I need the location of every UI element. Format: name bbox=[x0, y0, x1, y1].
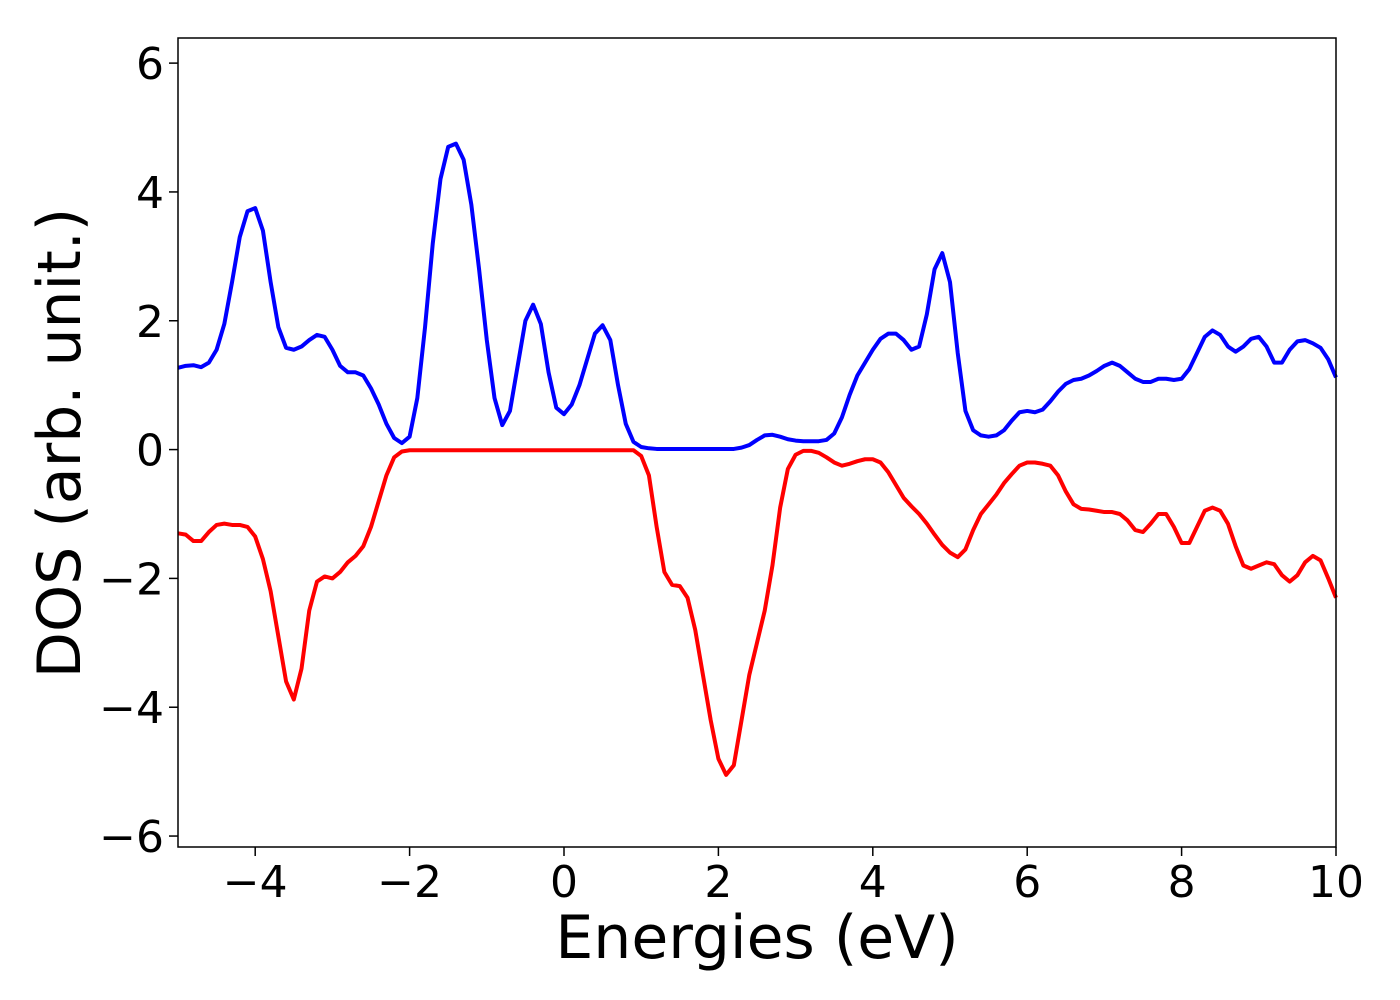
x-tick-label: −2 bbox=[377, 857, 442, 908]
y-tick-label: −4 bbox=[99, 683, 164, 734]
x-tick-label: 4 bbox=[859, 857, 887, 908]
series-line bbox=[177, 141, 1338, 451]
y-axis-label: DOS (arb. unit.) bbox=[25, 208, 95, 678]
y-tick-label: −2 bbox=[99, 554, 164, 605]
y-tick-label: 6 bbox=[136, 39, 164, 90]
y-tick-label: 2 bbox=[136, 297, 164, 348]
x-tick-label: 6 bbox=[1013, 857, 1041, 908]
x-tick-label: −4 bbox=[223, 857, 288, 908]
plot-frame bbox=[177, 37, 1337, 848]
y-tick-label: 0 bbox=[136, 426, 164, 477]
series-line bbox=[177, 448, 1338, 777]
y-tick-label: −6 bbox=[99, 812, 164, 863]
x-tick-label: 2 bbox=[704, 857, 732, 908]
x-tick-label: 8 bbox=[1168, 857, 1196, 908]
y-tick-label: 4 bbox=[136, 168, 164, 219]
x-tick-label: 0 bbox=[550, 857, 578, 908]
x-tick-label: 10 bbox=[1308, 857, 1364, 908]
x-axis-label: Energies (eV) bbox=[555, 903, 958, 973]
